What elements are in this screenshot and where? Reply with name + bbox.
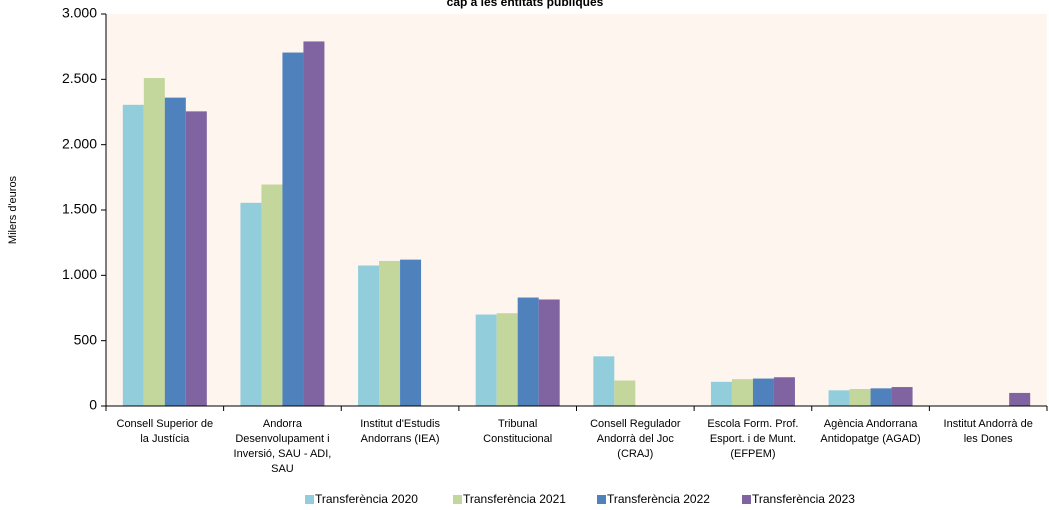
y-tick-label: 1.500 [62,201,97,217]
x-category-label: Andorrà del Joc [597,433,675,445]
y-tick-label: 2.500 [62,70,97,86]
x-category-label: Tribunal [498,418,537,430]
y-tick-label: 0 [89,397,97,413]
x-category-label: Escola Form. Prof. [707,418,798,430]
bar [122,104,144,407]
x-category-label: Antidopatge (AGAD) [820,433,920,445]
y-tick-label: 500 [74,331,98,347]
bar [358,265,380,406]
legend-swatch [742,495,751,504]
x-category-label: SAU [271,463,294,475]
legend-label: Transferència 2023 [752,492,855,506]
bar [731,379,753,406]
y-axis: 0 500 1.000 1.500 2.000 2.500 3.000 [62,5,107,413]
chart-title: cap a les entitats públiques [447,0,604,9]
bar [870,388,892,406]
bar [1009,392,1031,406]
x-category-label: Andorra [263,418,303,430]
x-category-label: (EFPEM) [730,448,775,460]
legend-swatch [597,495,606,504]
x-category-label: Consell Superior de [117,418,214,430]
y-axis-label: Milers d'euros [7,175,19,244]
bar [517,297,539,406]
bar [538,299,560,406]
x-category-label: Desenvolupament i [235,433,329,445]
y-tick-label: 3.000 [62,5,97,21]
x-category-label: Institut Andorrà de [944,418,1033,430]
bar [400,259,422,406]
legend-label: Transferència 2022 [607,492,710,506]
x-category-label: Agència Andorrana [824,418,918,430]
bar [379,260,401,406]
bar [164,97,186,407]
bar [614,380,636,406]
bar [240,202,262,406]
legend-swatch [305,495,314,504]
x-category-label: Esport. i de Munt. [710,433,796,445]
bar [752,378,774,406]
x-category-label: Inversió, SAU - ADI, [234,448,332,460]
bar [303,41,325,406]
x-category-label: Constitucional [483,433,552,445]
x-category-label: Consell Regulador [590,418,681,430]
bar [773,377,795,406]
bar [261,184,283,406]
bar [143,78,165,406]
bar [828,390,850,406]
bar [891,387,913,406]
x-category-label: Institut d'Estudis [360,418,440,430]
legend-label: Transferència 2021 [463,492,566,506]
x-axis: Consell Superior de la Justícia Andorra Des… [105,405,1048,475]
bar [282,52,304,407]
x-category-label: les Dones [964,433,1013,445]
bar [475,314,497,406]
bar [710,381,732,406]
x-category-label: (CRAJ) [617,448,653,460]
x-category-label: la Justícia [140,433,190,445]
y-tick-label: 2.000 [62,135,97,151]
bar [849,389,871,406]
bars-group [122,41,1031,407]
bar [496,313,518,406]
y-tick-label: 1.000 [62,266,97,282]
legend-label: Transferència 2020 [315,492,418,506]
legend-swatch [453,495,462,504]
bar [593,356,615,406]
bar [185,111,207,406]
legend: Transferència 2020 Transferència 2021 Tran… [305,492,855,506]
x-category-label: Andorrans (IEA) [361,433,440,445]
